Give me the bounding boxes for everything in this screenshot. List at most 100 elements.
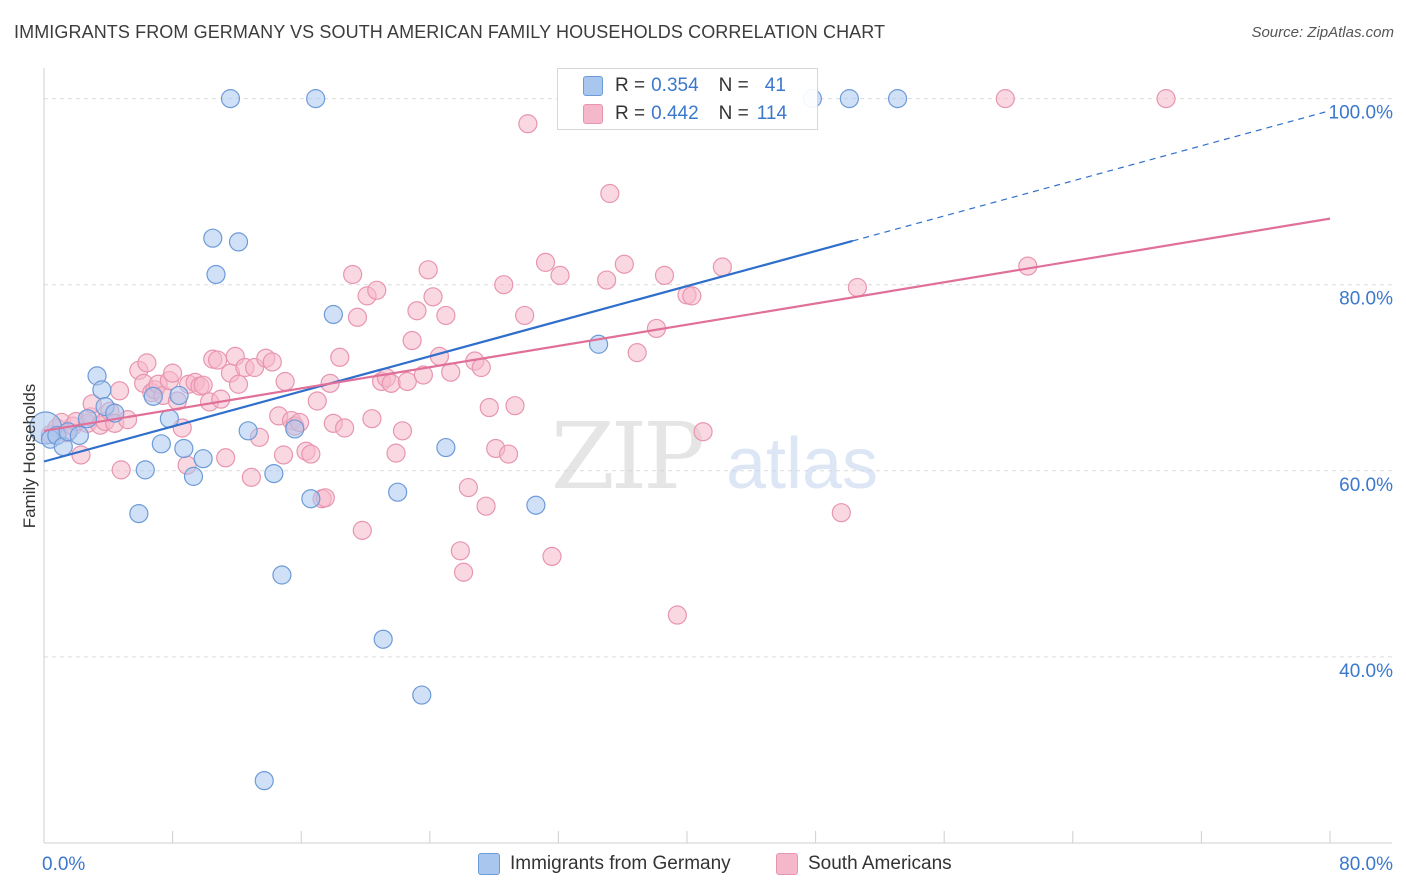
germany-trend-extension xyxy=(852,110,1331,242)
south-americans-point xyxy=(498,444,519,464)
germany-point xyxy=(412,685,432,705)
germany-point xyxy=(839,89,859,109)
south-americans-point xyxy=(693,422,713,442)
legend-swatch-pink xyxy=(583,104,603,124)
south-americans-point xyxy=(343,264,363,285)
south-americans-point xyxy=(216,448,236,468)
germany-point xyxy=(285,419,305,439)
series-south-americans xyxy=(40,89,1176,625)
germany-point xyxy=(169,385,189,406)
south-americans-point xyxy=(352,520,372,540)
germany-point xyxy=(183,466,204,486)
south-americans-point xyxy=(847,277,867,298)
south-americans-point xyxy=(535,252,556,272)
south-americans-point xyxy=(627,343,647,363)
axes xyxy=(43,68,1392,844)
germany-point xyxy=(301,489,321,509)
south-americans-point xyxy=(600,183,620,204)
legend-r-label: R = xyxy=(615,103,646,124)
y-tick-label-60: 60.0% xyxy=(1339,475,1393,496)
germany-point xyxy=(92,380,112,400)
bottom-legend-label-germany: Immigrants from Germany xyxy=(510,853,731,874)
bottom-legend-swatch-pink xyxy=(776,853,798,875)
legend-n-label: N = xyxy=(718,75,749,96)
germany-point xyxy=(151,434,171,454)
south-americans-point xyxy=(550,265,570,286)
bottom-legend-south-americans: South Americans xyxy=(776,852,952,876)
y-tick-label-80: 80.0% xyxy=(1339,289,1393,310)
south-americans-point xyxy=(436,305,456,326)
south-americans-point xyxy=(228,374,249,394)
watermark: ZIP atlas xyxy=(551,403,878,510)
chart-source: Source: ZipAtlas.com xyxy=(1251,24,1394,41)
tick-labels: 40.0% 60.0% 80.0% 100.0% 0.0% 80.0% xyxy=(42,103,1393,875)
south-americans-point xyxy=(111,460,131,480)
legend-r-value: 0.354 xyxy=(651,75,699,96)
south-americans-point xyxy=(193,375,213,395)
south-americans-point xyxy=(347,307,368,327)
germany-point xyxy=(272,565,292,585)
south-americans-point xyxy=(682,286,702,306)
south-americans-point xyxy=(458,477,478,498)
south-americans-point xyxy=(667,605,687,625)
series-immigrants-from-germany xyxy=(29,89,908,791)
germany-point xyxy=(174,438,194,459)
x-tick-label-80: 80.0% xyxy=(1339,854,1393,875)
chart-title: IMMIGRANTS FROM GERMANY VS SOUTH AMERICA… xyxy=(14,22,886,42)
south-americans-point xyxy=(494,275,514,295)
y-tick-label-100: 100.0% xyxy=(1329,103,1394,124)
germany-point xyxy=(220,89,241,109)
south-americans-point xyxy=(423,287,443,307)
south-americans-trend-line xyxy=(43,217,1331,432)
south-americans-point xyxy=(407,301,427,321)
south-americans-point xyxy=(362,409,382,429)
x-tick-label-0: 0.0% xyxy=(42,854,85,875)
south-americans-point xyxy=(712,257,732,277)
south-americans-point xyxy=(367,280,387,300)
south-americans-point xyxy=(163,363,183,383)
germany-point xyxy=(69,425,89,446)
legend-row-south-americans: R = 0.442 N = 114 xyxy=(558,100,787,128)
south-americans-point xyxy=(597,270,617,290)
germany-point xyxy=(526,495,546,515)
germany-point xyxy=(206,264,226,285)
germany-point xyxy=(373,629,393,649)
watermark-zip: ZIP xyxy=(551,403,702,510)
south-americans-point xyxy=(275,371,295,392)
grid-lines xyxy=(44,98,1392,658)
south-americans-point xyxy=(1156,89,1176,109)
south-americans-point xyxy=(335,418,355,438)
south-americans-point xyxy=(397,371,417,392)
south-americans-point xyxy=(307,391,327,411)
germany-point xyxy=(323,304,343,325)
south-americans-point xyxy=(109,381,130,401)
south-americans-point xyxy=(402,330,422,351)
south-americans-point xyxy=(418,260,438,280)
south-americans-point xyxy=(453,562,474,582)
trend-lines xyxy=(43,110,1331,463)
south-americans-point xyxy=(614,254,634,274)
south-americans-point xyxy=(518,114,538,134)
south-americans-point xyxy=(515,305,535,326)
legend-n-label: N = xyxy=(718,103,749,124)
correlation-legend: R = 0.354 N = 41 R = 0.442 N = 114 xyxy=(557,68,818,130)
germany-point xyxy=(193,449,213,469)
germany-point xyxy=(143,386,163,406)
south-americans-point xyxy=(273,445,294,465)
watermark-atlas: atlas xyxy=(726,424,878,504)
south-americans-point xyxy=(450,541,470,561)
south-americans-point xyxy=(542,546,562,567)
south-americans-point xyxy=(381,373,401,393)
legend-r-label: R = xyxy=(615,75,646,96)
germany-point xyxy=(203,228,223,248)
germany-point xyxy=(135,460,155,480)
germany-point xyxy=(238,421,258,441)
south-americans-point xyxy=(330,347,350,367)
south-americans-point xyxy=(301,444,321,464)
legend-row-germany: R = 0.354 N = 41 xyxy=(558,72,786,100)
germany-point xyxy=(388,482,408,502)
south-americans-point xyxy=(137,353,157,373)
south-americans-point xyxy=(471,357,491,378)
south-americans-point xyxy=(654,265,675,286)
